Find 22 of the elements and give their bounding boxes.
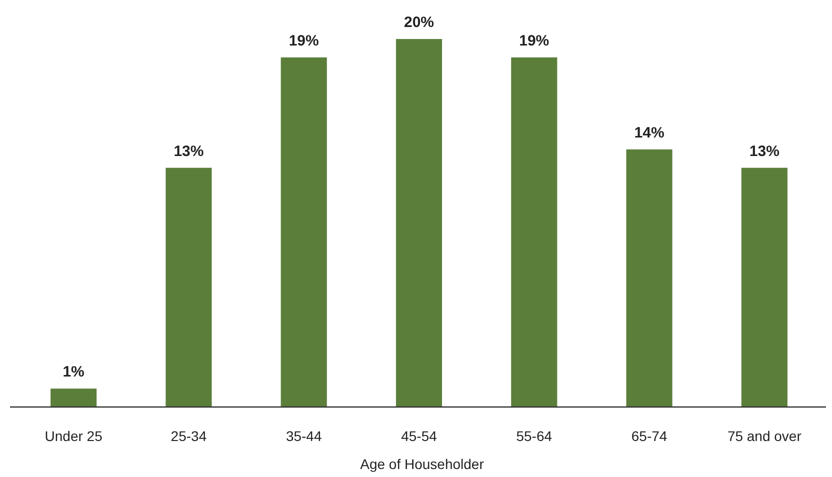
x-tick-label: 45-54 bbox=[401, 428, 438, 444]
x-tick-label: 25-34 bbox=[170, 428, 207, 444]
bar bbox=[396, 39, 442, 407]
x-tick-label: 55-64 bbox=[516, 428, 552, 444]
bar bbox=[511, 57, 558, 407]
data-label: 13% bbox=[174, 142, 204, 160]
data-label: 1% bbox=[62, 364, 84, 381]
x-tick-label: 75 and over bbox=[727, 428, 802, 444]
data-label: 19% bbox=[519, 32, 550, 50]
data-label: 14% bbox=[634, 124, 664, 142]
x-tick-label: 35-44 bbox=[286, 428, 322, 444]
x-axis-title: Age of Householder bbox=[360, 456, 484, 472]
x-tick-label: 65-74 bbox=[631, 428, 668, 444]
bar bbox=[280, 57, 327, 407]
data-label: 20% bbox=[404, 14, 434, 31]
bar bbox=[741, 168, 788, 407]
x-tick-label: Under 25 bbox=[44, 428, 103, 444]
data-label: 13% bbox=[749, 142, 780, 160]
bar bbox=[626, 149, 672, 407]
data-label: 19% bbox=[288, 32, 319, 50]
bar bbox=[50, 388, 97, 407]
bar bbox=[166, 168, 212, 407]
